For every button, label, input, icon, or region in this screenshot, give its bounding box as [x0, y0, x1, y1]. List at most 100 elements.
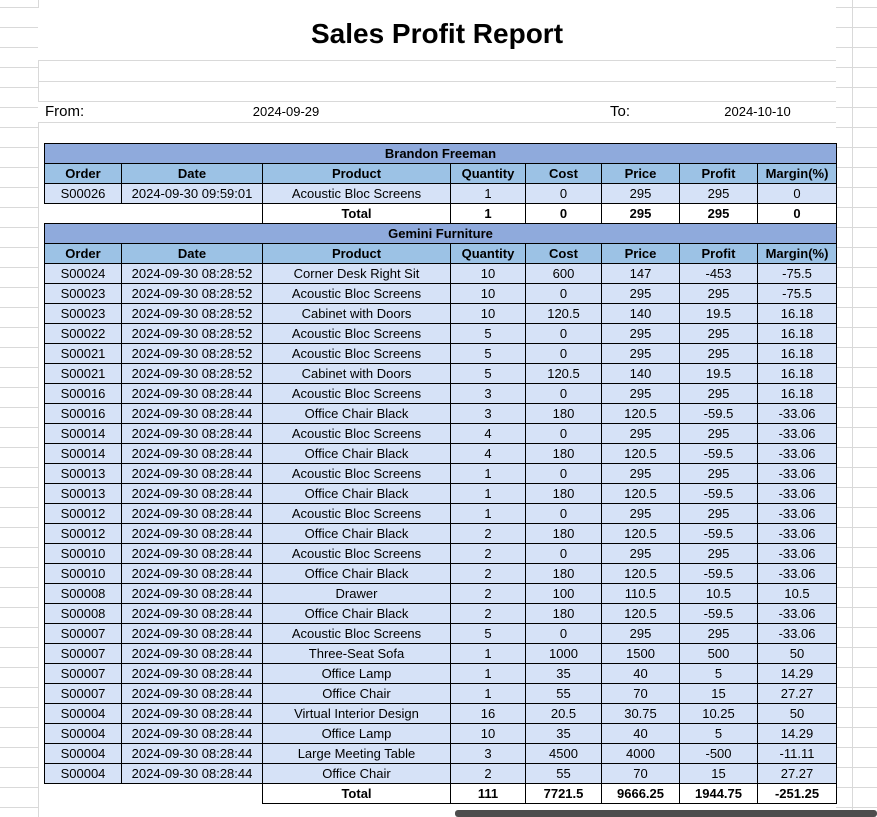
table-cell[interactable]: Office Lamp [262, 663, 451, 684]
table-cell[interactable]: Acoustic Bloc Screens [262, 323, 451, 344]
table-cell[interactable]: 14.29 [757, 663, 837, 684]
total-value-cell[interactable]: 1 [450, 203, 526, 224]
table-cell[interactable]: 295 [679, 183, 758, 204]
table-cell[interactable]: 2024-09-30 08:28:44 [121, 763, 263, 784]
table-cell[interactable]: 1 [450, 683, 526, 704]
table-cell[interactable]: 0 [525, 283, 602, 304]
table-cell[interactable]: 55 [525, 683, 602, 704]
table-cell[interactable]: 50 [757, 703, 837, 724]
table-cell[interactable]: -33.06 [757, 503, 837, 524]
total-value-cell[interactable]: 295 [601, 203, 680, 224]
table-cell[interactable]: 1 [450, 483, 526, 504]
table-cell[interactable]: 2024-09-30 08:28:44 [121, 383, 263, 404]
table-cell[interactable]: 70 [601, 763, 680, 784]
table-cell[interactable]: S00026 [44, 183, 122, 204]
table-cell[interactable]: 4000 [601, 743, 680, 764]
table-cell[interactable]: 295 [601, 383, 680, 404]
table-cell[interactable]: -33.06 [757, 603, 837, 624]
table-cell[interactable]: 0 [757, 183, 837, 204]
table-cell[interactable]: 0 [525, 423, 602, 444]
to-date-value[interactable]: 2024-10-10 [724, 104, 791, 119]
table-cell[interactable]: -59.5 [679, 403, 758, 424]
table-cell[interactable]: Acoustic Bloc Screens [262, 343, 451, 364]
table-cell[interactable]: 295 [679, 343, 758, 364]
table-cell[interactable]: 35 [525, 663, 602, 684]
table-cell[interactable]: S00010 [44, 563, 122, 584]
table-cell[interactable]: 2024-09-30 08:28:44 [121, 643, 263, 664]
table-cell[interactable]: -33.06 [757, 443, 837, 464]
table-cell[interactable]: S00010 [44, 543, 122, 564]
table-cell[interactable]: 295 [679, 623, 758, 644]
table-cell[interactable]: 5 [450, 323, 526, 344]
table-cell[interactable]: Office Chair Black [262, 443, 451, 464]
table-cell[interactable]: 10 [450, 263, 526, 284]
table-cell[interactable]: 295 [679, 543, 758, 564]
total-value-cell[interactable]: 1944.75 [679, 783, 758, 804]
total-label-cell[interactable]: Total [262, 783, 451, 804]
table-cell[interactable]: -33.06 [757, 563, 837, 584]
horizontal-scrollbar-thumb[interactable] [455, 810, 877, 817]
table-cell[interactable]: 0 [525, 323, 602, 344]
table-cell[interactable]: 2024-09-30 08:28:44 [121, 663, 263, 684]
table-cell[interactable]: 2024-09-30 08:28:44 [121, 523, 263, 544]
table-cell[interactable]: S00014 [44, 443, 122, 464]
table-cell[interactable]: 1 [450, 503, 526, 524]
table-cell[interactable]: 10.25 [679, 703, 758, 724]
table-cell[interactable]: 30.75 [601, 703, 680, 724]
table-cell[interactable]: 2024-09-30 08:28:52 [121, 283, 263, 304]
table-cell[interactable]: 19.5 [679, 303, 758, 324]
table-cell[interactable]: Office Chair Black [262, 483, 451, 504]
table-cell[interactable]: -75.5 [757, 263, 837, 284]
table-cell[interactable]: 5 [679, 663, 758, 684]
table-cell[interactable]: -59.5 [679, 483, 758, 504]
table-cell[interactable]: 180 [525, 443, 602, 464]
column-header-cell[interactable]: Margin(%) [757, 163, 837, 184]
table-cell[interactable]: Office Chair Black [262, 523, 451, 544]
table-cell[interactable]: 2024-09-30 08:28:52 [121, 363, 263, 384]
table-cell[interactable]: S00013 [44, 463, 122, 484]
table-cell[interactable]: 295 [601, 283, 680, 304]
table-cell[interactable]: S00004 [44, 743, 122, 764]
table-cell[interactable]: S00014 [44, 423, 122, 444]
table-cell[interactable]: 16.18 [757, 303, 837, 324]
table-cell[interactable]: -453 [679, 263, 758, 284]
table-cell[interactable]: Cabinet with Doors [262, 363, 451, 384]
table-cell[interactable]: 2024-09-30 08:28:44 [121, 483, 263, 504]
table-cell[interactable]: 295 [601, 183, 680, 204]
table-cell[interactable]: Acoustic Bloc Screens [262, 463, 451, 484]
table-cell[interactable]: 3 [450, 403, 526, 424]
table-cell[interactable]: S00004 [44, 703, 122, 724]
table-cell[interactable]: Virtual Interior Design [262, 703, 451, 724]
table-cell[interactable]: 2024-09-30 08:28:52 [121, 343, 263, 364]
table-cell[interactable]: 2024-09-30 08:28:44 [121, 743, 263, 764]
table-cell[interactable]: Acoustic Bloc Screens [262, 423, 451, 444]
table-cell[interactable]: 4500 [525, 743, 602, 764]
table-cell[interactable]: S00016 [44, 403, 122, 424]
table-cell[interactable]: 1 [450, 663, 526, 684]
table-cell[interactable]: -75.5 [757, 283, 837, 304]
table-cell[interactable]: 600 [525, 263, 602, 284]
table-cell[interactable]: 100 [525, 583, 602, 604]
table-cell[interactable]: 295 [679, 283, 758, 304]
table-cell[interactable]: 1500 [601, 643, 680, 664]
table-cell[interactable]: 4 [450, 423, 526, 444]
table-cell[interactable]: Office Chair [262, 683, 451, 704]
table-cell[interactable]: Acoustic Bloc Screens [262, 283, 451, 304]
table-cell[interactable]: 3 [450, 743, 526, 764]
table-cell[interactable]: 16.18 [757, 323, 837, 344]
table-cell[interactable]: -33.06 [757, 623, 837, 644]
table-cell[interactable]: S00004 [44, 723, 122, 744]
table-cell[interactable]: Acoustic Bloc Screens [262, 543, 451, 564]
table-cell[interactable]: S00023 [44, 303, 122, 324]
total-value-cell[interactable]: 0 [757, 203, 837, 224]
table-cell[interactable]: 0 [525, 183, 602, 204]
table-cell[interactable]: 2024-09-30 08:28:44 [121, 703, 263, 724]
table-cell[interactable]: 40 [601, 663, 680, 684]
table-cell[interactable]: Office Chair [262, 763, 451, 784]
page-title[interactable]: Sales Profit Report [38, 8, 836, 61]
table-cell[interactable]: 14.29 [757, 723, 837, 744]
table-cell[interactable]: 180 [525, 563, 602, 584]
column-header-cell[interactable]: Order [44, 243, 122, 264]
table-cell[interactable]: 2 [450, 603, 526, 624]
table-cell[interactable]: -59.5 [679, 443, 758, 464]
